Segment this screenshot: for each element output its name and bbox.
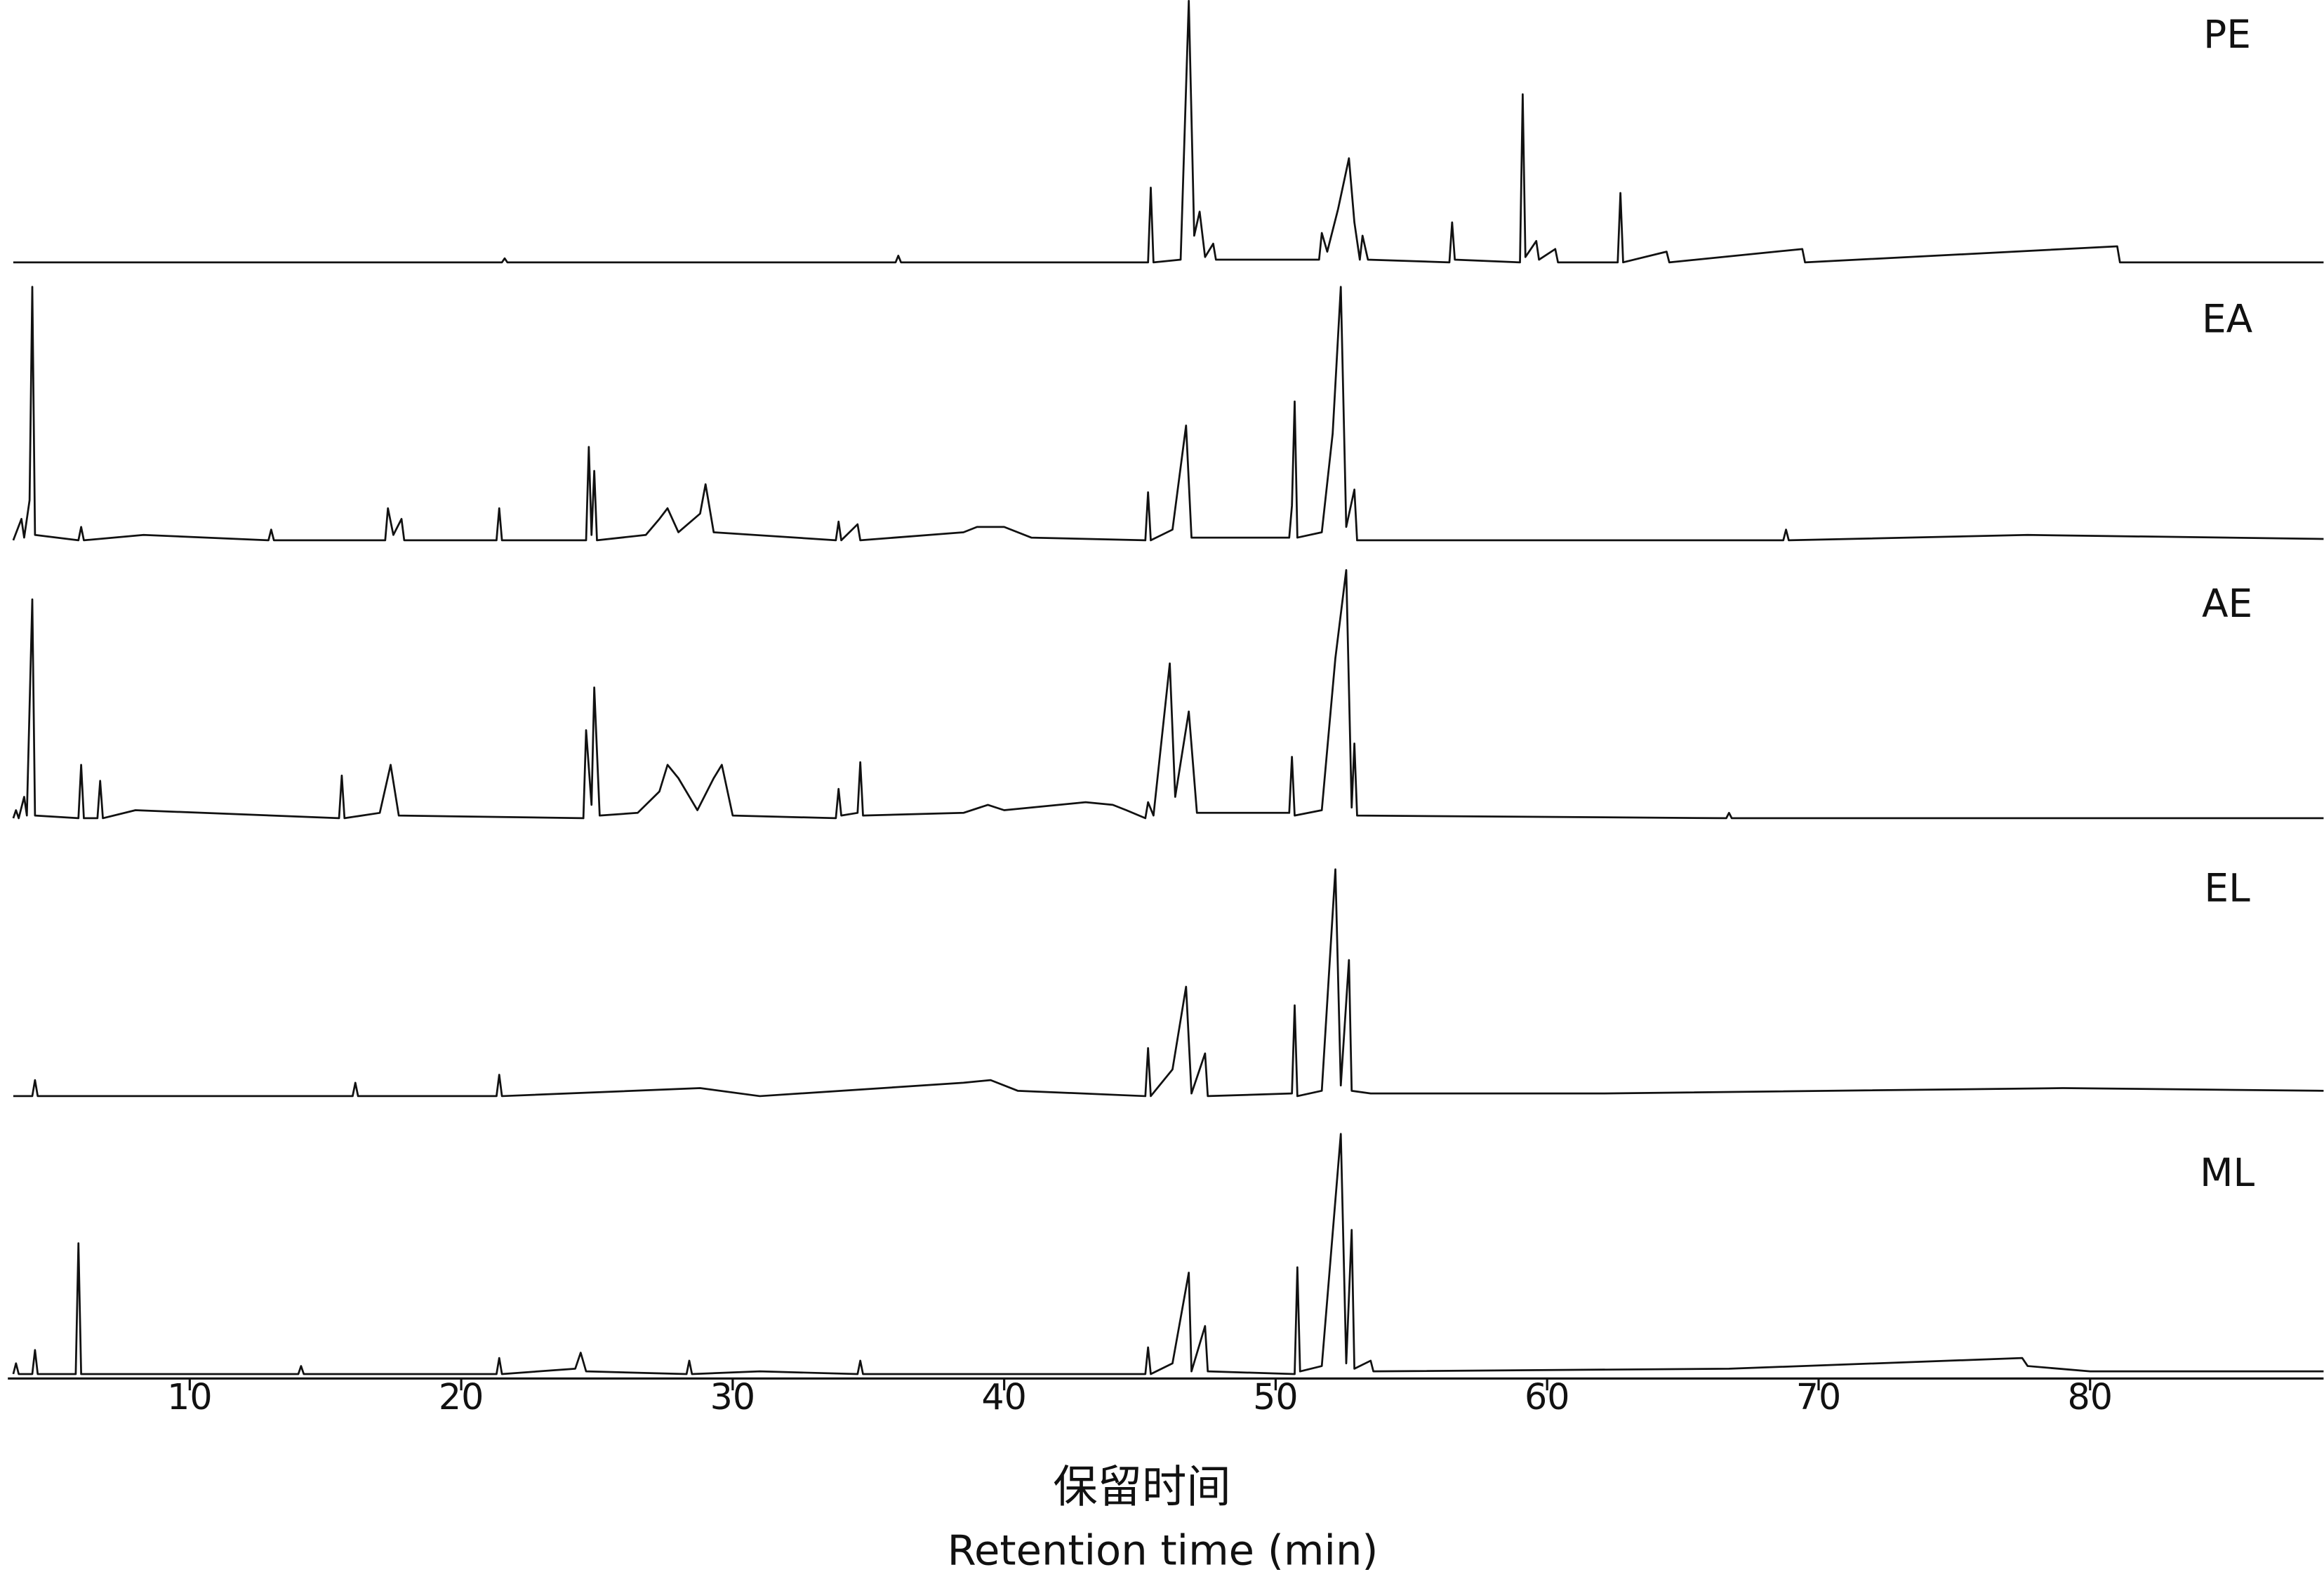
trace: [13, 0, 2324, 264]
x-axis-label: 保留时间: [1053, 1460, 1230, 1512]
trace: [12, 568, 2324, 820]
trace: [13, 868, 2324, 1098]
legend-label: EA: [2202, 296, 2253, 341]
x-tick-label: 50: [1253, 1376, 1298, 1418]
legend-label: PE: [2203, 12, 2251, 57]
x-tick-label: 80: [2067, 1376, 2112, 1418]
legend-label: AE: [2202, 581, 2252, 626]
x-axis-label: Retention time (min): [948, 1526, 1379, 1575]
x-tick-label: 60: [1525, 1376, 1570, 1418]
x-tick-label: 30: [710, 1376, 756, 1418]
trace: [12, 1133, 2324, 1375]
x-tick-label: 20: [439, 1376, 484, 1418]
legend-label: ML: [2200, 1150, 2255, 1195]
trace: [12, 286, 2324, 542]
legend-label: EL: [2204, 866, 2250, 911]
x-tick-label: 40: [981, 1376, 1027, 1418]
x-tick-label: 70: [1796, 1376, 1842, 1418]
x-tick-label: 10: [167, 1376, 213, 1418]
